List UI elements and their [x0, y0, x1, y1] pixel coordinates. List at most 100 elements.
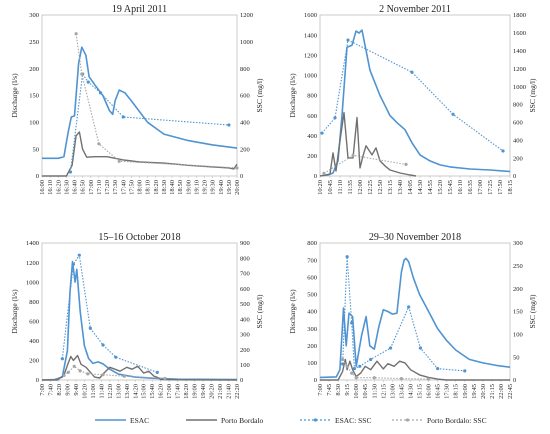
x-tick-label: 15:45 — [447, 180, 454, 195]
y2-tick-label: 1800 — [513, 12, 526, 19]
x-tick-label: 17:40 — [175, 384, 182, 399]
series-line-esac — [319, 29, 511, 177]
y-tick-label: 800 — [29, 299, 39, 306]
y2-tick-label: 300 — [240, 332, 250, 339]
x-tick-label: 20:00 — [234, 180, 241, 195]
x-tick-label: 16:45 — [435, 384, 442, 399]
series-point-esac-ssc — [463, 369, 467, 373]
chart-title: 15–16 October 2018 — [98, 232, 180, 243]
y-tick-label: 0 — [36, 173, 39, 180]
x-tick-label: 11:00 — [90, 384, 97, 399]
series-line-porto-bordalo-ssc — [75, 33, 238, 169]
x-tick-label: 17:00 — [166, 384, 173, 399]
x-tick-label: 19:20 — [202, 180, 209, 195]
y2-tick-label: 1400 — [513, 48, 526, 55]
x-tick-label: 10:45 — [362, 384, 369, 399]
y2-tick-label: 600 — [240, 93, 250, 100]
x-tick-label: 7:45 — [326, 384, 333, 396]
x-tick-label: 9:00 — [64, 384, 71, 396]
plot-area — [319, 242, 511, 381]
y2-tick-label: 800 — [513, 102, 523, 109]
y2-tick-label: 250 — [513, 263, 523, 270]
legend-pb-ssc-label: Porto Bordalo: SSC — [427, 416, 487, 425]
y-tick-label: 400 — [29, 338, 39, 345]
y-tick-label: 700 — [307, 257, 317, 264]
x-tick-label: 17:25 — [487, 180, 494, 195]
x-tick-label: 19:40 — [200, 384, 207, 399]
y-tick-label: 800 — [307, 240, 317, 247]
x-tick-label: 18:50 — [177, 180, 184, 195]
x-tick-label: 10:45 — [327, 180, 334, 195]
series-point-esac-ssc — [410, 70, 414, 74]
x-tick-label: 19:50 — [226, 180, 233, 195]
x-tick-label: 19:00 — [462, 384, 469, 399]
x-tick-label: 14:05 — [407, 180, 414, 195]
y-axis-label: Discharge (l/s) — [288, 73, 297, 118]
y-tick-label: 200 — [29, 358, 39, 365]
x-tick-label: 21:40 — [226, 384, 233, 399]
y-tick-label: 0 — [314, 173, 317, 180]
series-point-esac-ssc — [451, 112, 455, 116]
y2-tick-label: 50 — [513, 354, 520, 361]
x-tick-label: 17:40 — [120, 180, 127, 195]
y-tick-label: 1000 — [26, 279, 39, 286]
series-point-porto-bordalo-ssc — [345, 364, 349, 368]
x-tick-label: 20:20 — [209, 384, 216, 399]
y2-tick-label: 800 — [240, 255, 250, 262]
series-point-porto-bordalo-ssc — [372, 376, 376, 380]
x-tick-label: 17:20 — [104, 180, 111, 195]
series-line-esac — [42, 46, 238, 160]
series-point-porto-bordalo-ssc — [354, 376, 358, 380]
x-tick-label: 19:00 — [192, 384, 199, 399]
x-tick-label: 16:50 — [80, 180, 87, 195]
y-tick-label: 500 — [307, 292, 317, 299]
series-point-esac-ssc — [86, 80, 90, 84]
series-point-esac-ssc — [350, 321, 354, 325]
series-point-esac-ssc — [227, 123, 231, 127]
y-tick-label: 0 — [314, 377, 317, 384]
series-point-porto-bordalo-ssc — [97, 142, 101, 146]
x-tick-label: 12:20 — [107, 384, 114, 399]
series-point-esac-ssc — [388, 346, 393, 350]
series-point-porto-bordalo-ssc — [122, 374, 126, 378]
y2-tick-label: 100 — [513, 332, 523, 339]
series-point-porto-bordalo-ssc — [86, 372, 90, 376]
y-tick-label: 200 — [29, 66, 39, 73]
x-tick-label: 12:25 — [367, 180, 374, 195]
x-tick-label: 18:15 — [507, 180, 514, 195]
x-tick-label: 21:15 — [489, 384, 496, 399]
x-tick-label: 16:00 — [426, 384, 433, 399]
x-tick-label: 19:10 — [193, 180, 200, 195]
x-tick-label: 17:30 — [112, 180, 119, 195]
series-point-esac-ssc — [114, 355, 118, 359]
series-point-porto-bordalo-ssc — [66, 370, 70, 374]
x-tick-label: 22:00 — [498, 384, 505, 399]
y2-tick-label: 500 — [240, 301, 250, 308]
x-tick-label: 19:40 — [218, 180, 225, 195]
y-tick-label: 1400 — [304, 32, 317, 39]
series-point-esac-ssc — [98, 91, 103, 95]
x-tick-label: 14:30 — [407, 384, 414, 399]
series-point-esac-ssc — [68, 170, 73, 174]
y2-tick-label: 300 — [513, 240, 523, 247]
x-tick-label: 12:15 — [380, 384, 387, 399]
y-tick-label: 1200 — [304, 52, 317, 59]
x-tick-label: 21:00 — [217, 384, 224, 399]
series-point-porto-bordalo-ssc — [101, 373, 105, 377]
series-point-porto-bordalo-ssc — [404, 162, 408, 166]
y-tick-label: 1200 — [26, 260, 39, 267]
x-tick-label: 11:10 — [337, 180, 344, 195]
series-line-porto-bordalo — [42, 354, 238, 381]
y2-tick-label: 400 — [240, 120, 250, 127]
series-point-porto-bordalo-ssc — [235, 166, 239, 170]
series-line-esac — [319, 257, 511, 379]
series-point-porto-bordalo-ssc — [78, 369, 82, 373]
series-point-esac-ssc — [320, 131, 324, 135]
x-tick-label: 7:40 — [47, 384, 54, 396]
y2-tick-label: 600 — [240, 286, 250, 293]
legend: ESAC Porto Bordalo ESAC: SSC Porto Borda… — [95, 416, 487, 425]
x-tick-label: 9:40 — [73, 384, 80, 396]
x-tick-label: 18:40 — [169, 180, 176, 195]
chart-panel-1: 19 April 2011 0 50 100 150 200 250 300 0 200 400 60… — [10, 4, 264, 195]
series-point-porto-bordalo-ssc — [426, 377, 431, 381]
